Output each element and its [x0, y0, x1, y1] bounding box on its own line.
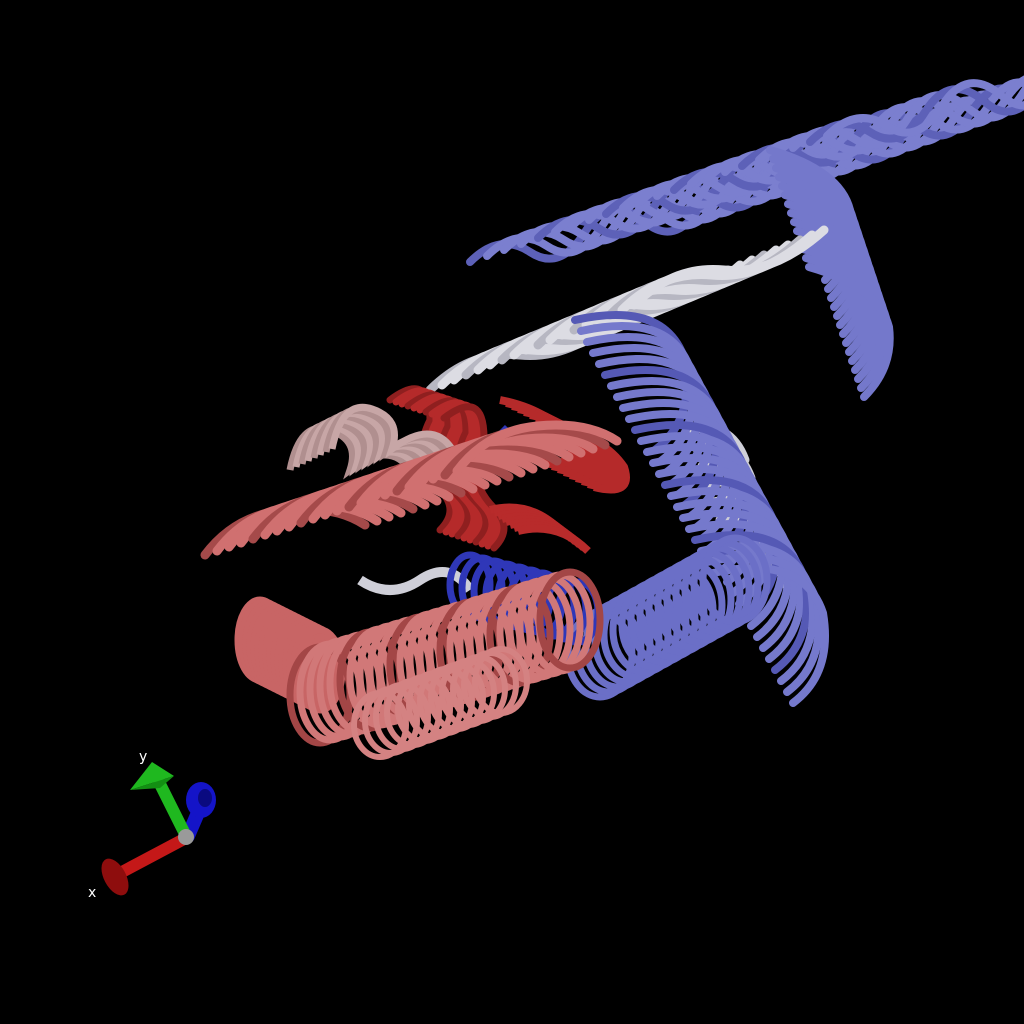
y-axis-label: y [139, 749, 147, 765]
protein-ribbon-model [200, 75, 1024, 760]
x-axis-label: x [88, 885, 96, 901]
blue-strand [823, 79, 1024, 140]
red-coil [472, 646, 530, 716]
blue-coil [699, 534, 771, 626]
blue-chain-upper-region [466, 75, 1024, 401]
z-axis-arrow [181, 782, 216, 843]
red-chain-coil-region [200, 420, 622, 760]
white-strand [629, 225, 829, 310]
red-strand [517, 524, 591, 554]
white-strand [357, 567, 475, 595]
y-axis-arrow [130, 762, 192, 842]
red-strand [452, 420, 622, 476]
axes-triad: y x [88, 749, 216, 901]
axes-origin [178, 829, 194, 845]
pale-strand [328, 404, 455, 459]
pale-chain-loop [286, 404, 455, 480]
blue-strand [805, 263, 894, 401]
x-axis-arrow [101, 832, 192, 896]
blue-chain-lower-region [564, 311, 829, 707]
blue-strand [709, 564, 829, 707]
red-coil [536, 568, 604, 672]
